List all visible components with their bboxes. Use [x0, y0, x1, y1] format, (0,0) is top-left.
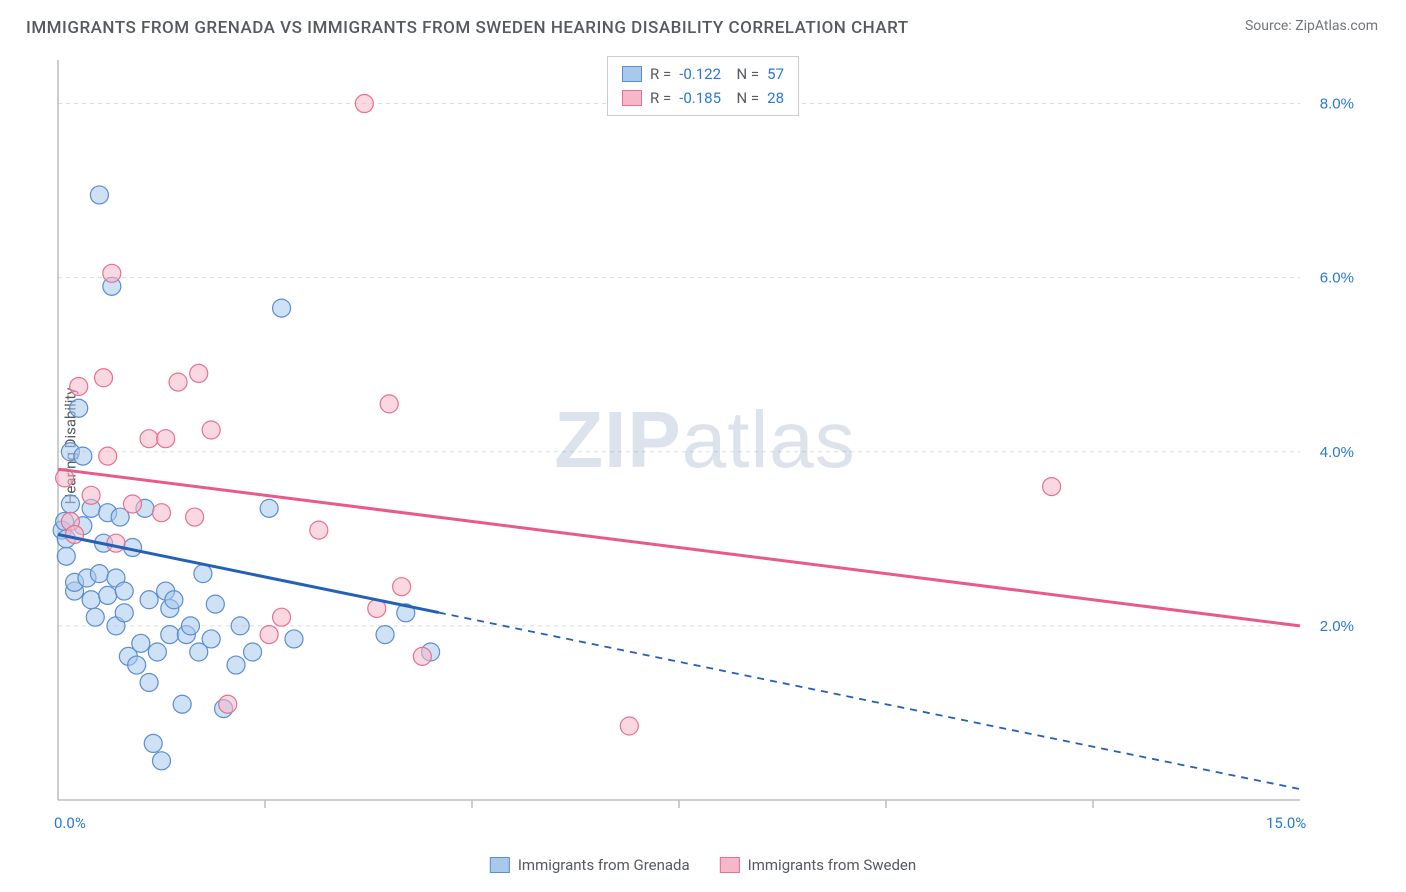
r-label: R =	[650, 62, 671, 86]
legend-item-sweden: Immigrants from Sweden	[720, 856, 916, 874]
source-label: Source: ZipAtlas.com	[1245, 18, 1378, 34]
plot-area: 2.0%4.0%6.0%8.0% ZIPatlas	[50, 50, 1360, 830]
n-value-grenada: 57	[767, 62, 784, 86]
legend-label: Immigrants from Grenada	[518, 856, 690, 874]
svg-text:4.0%: 4.0%	[1320, 444, 1354, 461]
r-value-sweden: -0.185	[679, 86, 721, 110]
x-axis-right-label: 15.0%	[1266, 814, 1306, 832]
scatter-chart: 2.0% 4.0% 6.0% 8.0%	[50, 50, 1360, 830]
series-legend: Immigrants from Grenada Immigrants from …	[490, 856, 916, 874]
svg-text:8.0%: 8.0%	[1320, 96, 1354, 113]
svg-text:6.0%: 6.0%	[1320, 270, 1354, 287]
n-label: N =	[729, 86, 759, 110]
legend-swatch-grenada	[490, 857, 510, 873]
legend-item-grenada: Immigrants from Grenada	[490, 856, 690, 874]
n-value-sweden: 28	[767, 86, 784, 110]
n-label: N =	[729, 62, 759, 86]
legend-row-grenada: R = -0.122 N = 57	[622, 62, 784, 86]
legend-swatch-sweden	[720, 857, 740, 873]
r-label: R =	[650, 86, 671, 110]
x-axis-left-label: 0.0%	[54, 814, 86, 832]
correlation-legend: R = -0.122 N = 57 R = -0.185 N = 28	[607, 56, 799, 116]
svg-text:2.0%: 2.0%	[1320, 618, 1354, 635]
r-value-grenada: -0.122	[679, 62, 721, 86]
legend-swatch-grenada	[622, 66, 642, 82]
chart-title: IMMIGRANTS FROM GRENADA VS IMMIGRANTS FR…	[26, 18, 909, 38]
legend-row-sweden: R = -0.185 N = 28	[622, 86, 784, 110]
legend-swatch-sweden	[622, 90, 642, 106]
legend-label: Immigrants from Sweden	[748, 856, 916, 874]
